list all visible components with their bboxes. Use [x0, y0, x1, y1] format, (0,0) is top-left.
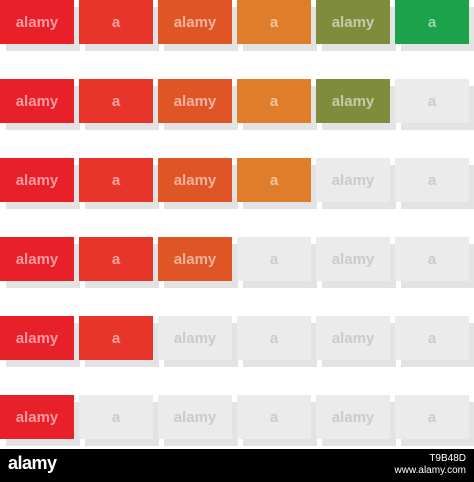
segment-empty: alamy [316, 237, 396, 288]
level-bar-6: alamy a alamy a alamy a [0, 0, 474, 56]
segment-face [395, 395, 469, 439]
segment-filled: a [79, 316, 159, 367]
segment-face [395, 316, 469, 360]
segment-filled: alamy [0, 79, 80, 130]
segment-filled: alamy [158, 237, 238, 288]
segment-face [237, 316, 311, 360]
segment-face [237, 237, 311, 281]
segment-filled: alamy [158, 79, 238, 130]
alamy-logo: alamy [8, 453, 57, 473]
segment-face [237, 395, 311, 439]
segment-face [158, 79, 232, 123]
segment-filled: a [237, 0, 317, 51]
stock-footer-bar: alamy T9B48D www.alamy.com [0, 449, 474, 482]
segment-filled: alamy [158, 158, 238, 209]
segment-face [158, 237, 232, 281]
segment-face [0, 395, 74, 439]
segment-empty: a [395, 237, 474, 288]
level-bar-1: alamy a alamy a alamy a [0, 395, 474, 451]
segment-face [0, 0, 74, 44]
segment-empty: alamy [316, 395, 396, 446]
segment-face [158, 395, 232, 439]
segment-filled: a [79, 79, 159, 130]
segment-filled: alamy [0, 395, 80, 446]
segment-filled: a [79, 237, 159, 288]
segment-empty: a [237, 316, 317, 367]
segment-filled: a [237, 158, 317, 209]
segment-empty: alamy [316, 316, 396, 367]
segment-filled: a [79, 158, 159, 209]
segment-filled: a [395, 0, 474, 51]
image-id: T9B48D www.alamy.com [395, 453, 467, 477]
segment-face [316, 395, 390, 439]
segment-face [79, 0, 153, 44]
segment-face [158, 0, 232, 44]
segment-face [237, 158, 311, 202]
level-bar-4: alamy a alamy a alamy a [0, 158, 474, 214]
segment-empty: a [79, 395, 159, 446]
segment-face [79, 237, 153, 281]
segment-filled: a [79, 0, 159, 51]
level-bar-2: alamy a alamy a alamy a [0, 316, 474, 372]
level-bar-5: alamy a alamy a alamy a [0, 79, 474, 135]
segment-face [316, 79, 390, 123]
segment-face [0, 158, 74, 202]
segment-empty: alamy [158, 395, 238, 446]
segment-face [0, 79, 74, 123]
segment-face [237, 79, 311, 123]
segment-empty: alamy [316, 158, 396, 209]
segment-face [79, 395, 153, 439]
level-bar-3: alamy a alamy a alamy a [0, 237, 474, 293]
segment-empty: a [237, 237, 317, 288]
segment-face [79, 158, 153, 202]
segment-face [0, 316, 74, 360]
segment-face [395, 237, 469, 281]
segment-face [395, 158, 469, 202]
segment-empty: a [237, 395, 317, 446]
segment-face [158, 316, 232, 360]
segment-empty: alamy [158, 316, 238, 367]
image-site: www.alamy.com [394, 465, 467, 476]
segment-empty: a [395, 316, 474, 367]
segment-empty: a [395, 395, 474, 446]
segment-face [0, 237, 74, 281]
segment-filled: alamy [0, 158, 80, 209]
segment-filled: alamy [316, 0, 396, 51]
segment-face [316, 158, 390, 202]
segment-face [316, 0, 390, 44]
segment-filled: alamy [0, 237, 80, 288]
segment-face [316, 316, 390, 360]
segment-filled: alamy [0, 0, 80, 51]
segment-face [79, 79, 153, 123]
segment-empty: a [395, 79, 474, 130]
segment-face [158, 158, 232, 202]
segment-face [237, 0, 311, 44]
segment-filled: alamy [0, 316, 80, 367]
segment-filled: a [237, 79, 317, 130]
segment-face [316, 237, 390, 281]
segment-face [79, 316, 153, 360]
image-id-code: T9B48D [429, 453, 466, 464]
segment-face [395, 79, 469, 123]
segment-filled: alamy [316, 79, 396, 130]
segment-filled: alamy [158, 0, 238, 51]
segment-face [395, 0, 469, 44]
segment-empty: a [395, 158, 474, 209]
